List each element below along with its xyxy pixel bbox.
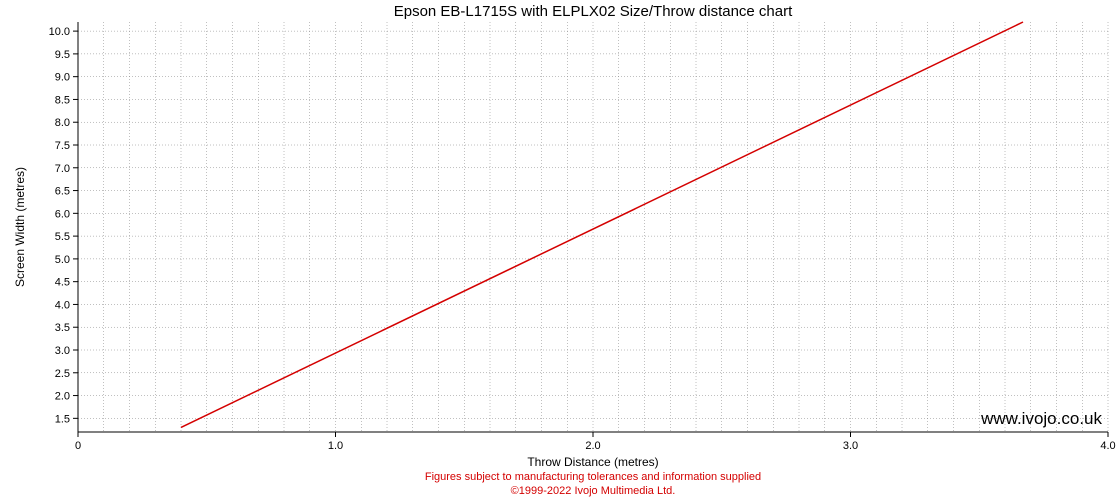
y-tick-label: 8.0: [55, 117, 70, 129]
y-tick-label: 4.5: [55, 277, 70, 289]
y-tick-label: 5.0: [55, 254, 70, 266]
y-tick-label: 3.5: [55, 322, 70, 334]
y-axis-label: Screen Width (metres): [13, 167, 27, 287]
y-tick-label: 7.5: [55, 140, 70, 152]
y-tick-label: 3.0: [55, 345, 70, 357]
y-tick-label: 10.0: [49, 26, 70, 38]
y-tick-label: 9.5: [55, 49, 70, 61]
footer-disclaimer: Figures subject to manufacturing toleran…: [425, 471, 761, 483]
chart-background: [0, 0, 1120, 500]
footer-copyright: ©1999-2022 Ivojo Multimedia Ltd.: [511, 485, 676, 497]
y-tick-label: 2.5: [55, 368, 70, 380]
x-tick-label: 2.0: [585, 440, 600, 452]
y-tick-label: 6.0: [55, 208, 70, 220]
watermark: www.ivojo.co.uk: [980, 409, 1102, 428]
y-tick-label: 5.5: [55, 231, 70, 243]
x-tick-label: 4.0: [1100, 440, 1115, 452]
y-tick-label: 2.0: [55, 391, 70, 403]
y-tick-label: 4.0: [55, 299, 70, 311]
y-tick-label: 8.5: [55, 94, 70, 106]
x-tick-label: 1.0: [328, 440, 343, 452]
y-tick-label: 1.5: [55, 413, 70, 425]
chart-title: Epson EB-L1715S with ELPLX02 Size/Throw …: [394, 3, 793, 20]
y-tick-label: 6.5: [55, 186, 70, 198]
chart-svg: 0 1.0 2.0 3.0 4.0 1.5 2.0 2.5 3.0 3.5 4.0 4.5 5.0 5.5…: [0, 0, 1120, 500]
x-tick-label: 0: [75, 440, 81, 452]
y-tick-label: 9.0: [55, 72, 70, 84]
throw-distance-chart: 0 1.0 2.0 3.0 4.0 1.5 2.0 2.5 3.0 3.5 4.0 4.5 5.0 5.5…: [0, 0, 1120, 500]
x-axis-label: Throw Distance (metres): [527, 455, 658, 469]
x-tick-label: 3.0: [843, 440, 858, 452]
y-tick-label: 7.0: [55, 163, 70, 175]
